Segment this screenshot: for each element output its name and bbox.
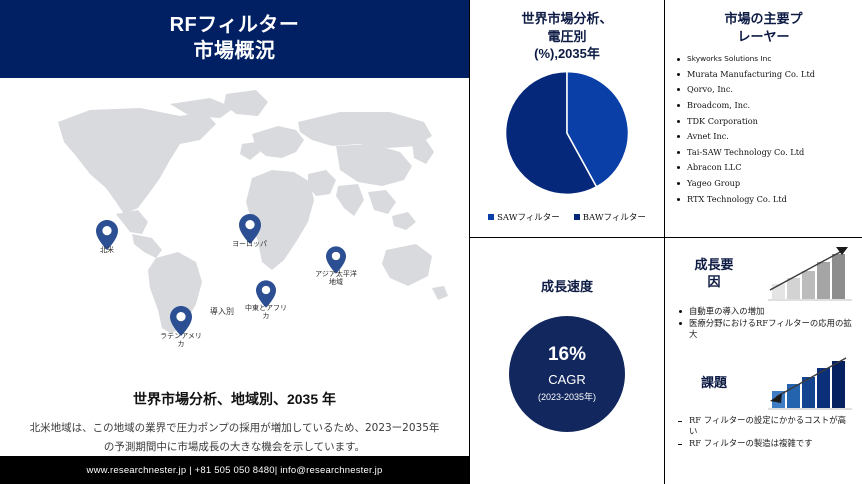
cagr-period: (2023-2035年) <box>537 392 597 403</box>
list-item: TDK Corporation <box>677 116 852 125</box>
panel-growth-rate: 成長速度 16% CAGR (2023-2035年) <box>470 238 665 484</box>
growth-panel-title-line1: 成長要 <box>694 257 734 273</box>
map-pin-middle-east-africa[interactable]: 中東とアフリカ <box>245 280 287 321</box>
footer-bar: www.researchnester.jp | +81 505 050 8480… <box>0 456 469 484</box>
regional-analysis-body: 北米地域は、この地域の業界で圧力ポンプの採用が増加しているため、2023ー203… <box>29 422 440 453</box>
list-item: RF フィルターの設定にかかるコストが高い <box>678 415 854 437</box>
page-title-line1: RFフィルター <box>169 14 300 37</box>
pie-chart-wrap <box>478 69 656 197</box>
map-overlay-label: 導入別 <box>210 307 234 316</box>
list-item: Avnet Inc. <box>677 132 852 140</box>
map-pin-label-north-america: 北米 <box>100 246 114 254</box>
list-item: RF フィルターの製造は複雑です <box>678 438 854 449</box>
cagr-circle: 16% CAGR (2023-2035年) <box>509 315 625 432</box>
pie-legend-label-saw: SAWフィルター <box>497 212 560 223</box>
list-item: Abracon LLC <box>677 163 852 172</box>
pie-legend-item-baw: BAWフィルター <box>573 211 646 223</box>
panel-key-players: 市場の主要プ レーヤー Skyworks Solutions Inc Murat… <box>665 0 862 238</box>
map-pin-latin-america[interactable]: ラテンアメリカ <box>160 306 202 349</box>
growth-panel-title: 成長要 因 <box>673 257 755 291</box>
pie-panel-title-line2: 電圧別 <box>547 28 587 44</box>
footer-contact-text: www.researchnester.jp | +81 505 050 8480… <box>86 464 383 476</box>
pie-legend-item-saw: SAWフィルター <box>488 211 560 223</box>
players-panel-title-line1: 市場の主要プ <box>724 11 803 26</box>
growth-factors-list: 自動車の導入の増加 医療分野におけるRFフィルターの応用の拡大 <box>673 306 854 340</box>
right-panel-grid: 世界市場分析、 電圧別 (%),2035年 SAWフィルター BAWフィルター <box>470 0 862 484</box>
challenges-head: 課題 <box>673 355 854 411</box>
list-item: 自動車の導入の増加 <box>679 306 854 317</box>
pie-panel-title-line1: 世界市場分析、 <box>521 11 613 26</box>
challenges-list: RF フィルターの設定にかかるコストが高い RF フィルターの製造は複雑です <box>673 415 854 449</box>
map-pin-label-middle-east-africa: 中東とアフリカ <box>245 304 287 320</box>
growth-panel-title-line2: 因 <box>707 274 721 289</box>
list-item: Broadcom, Inc. <box>677 101 852 109</box>
left-column: RFフィルター 市場概況 <box>0 0 470 484</box>
list-item: Yageo Group <box>677 179 852 187</box>
challenge-panel-title: 課題 <box>700 374 727 390</box>
pie-legend: SAWフィルター BAWフィルター <box>478 211 656 223</box>
cagr-value: 16% <box>547 344 587 366</box>
location-pin-icon <box>170 306 192 336</box>
world-map-area: 北米 ヨーロッパ アジア太平洋地域 <box>0 78 469 390</box>
cagr-circle-wrap: 16% CAGR (2023-2035年) <box>478 315 656 432</box>
pie-panel-title: 世界市場分析、 電圧別 (%),2035年 <box>478 10 656 63</box>
list-item: Tai-SAW Technology Co. Ltd <box>677 148 852 156</box>
map-pin-label-asia-pacific: アジア太平洋地域 <box>315 270 357 286</box>
pie-panel-title-line3: (%),2035年 <box>534 46 600 62</box>
panel-divider-space <box>673 341 854 353</box>
list-item: 医療分野におけるRFフィルターの応用の拡大 <box>679 318 854 340</box>
challenge-bar-chart-icon <box>768 357 852 410</box>
panel-drivers-and-challenges: 成長要 因 自動車の導入の増加 医療分野におけるRFフィルターの応用の拡大 <box>665 238 862 484</box>
pie-legend-label-baw: BAWフィルター <box>582 212 646 223</box>
location-pin-icon <box>96 220 118 250</box>
list-item: Skyworks Solutions Inc <box>677 55 852 63</box>
location-pin-icon <box>256 280 276 308</box>
pie-slice-saw <box>566 70 630 188</box>
pie-legend-swatch-baw <box>573 214 580 221</box>
header-banner: RFフィルター 市場概況 <box>0 0 469 78</box>
growth-factors-head: 成長要 因 <box>673 246 854 302</box>
world-map-graphic <box>58 90 448 334</box>
map-pin-label-europe: ヨーロッパ <box>232 240 267 248</box>
regional-analysis-caption: 世界市場分析、地域別、2035 年 <box>132 391 337 408</box>
list-item: Murata Manufacturing Co. Ltd <box>677 70 852 78</box>
location-pin-icon <box>238 214 261 244</box>
map-pin-asia-pacific[interactable]: アジア太平洋地域 <box>315 246 357 287</box>
map-pin-europe[interactable]: ヨーロッパ <box>232 214 267 249</box>
pie-slice-baw <box>504 70 598 195</box>
cagr-panel-title: 成長速度 <box>540 279 593 294</box>
list-item: Qorvo, Inc. <box>677 85 852 94</box>
panel-market-share-pie: 世界市場分析、 電圧別 (%),2035年 SAWフィルター BAWフィルター <box>470 0 665 238</box>
pie-legend-swatch-saw <box>488 214 495 221</box>
location-pin-icon <box>326 246 346 274</box>
growth-bar-chart-icon <box>768 247 852 301</box>
players-panel-title-line2: レーヤー <box>737 28 790 44</box>
pie-chart <box>504 70 630 195</box>
players-panel-title: 市場の主要プ レーヤー <box>673 10 854 45</box>
list-item: RTX Technology Co. Ltd <box>677 194 852 203</box>
map-pin-label-latin-america: ラテンアメリカ <box>160 332 202 348</box>
page-title-line2: 市場概況 <box>193 40 276 62</box>
key-players-list: Skyworks Solutions Inc Murata Manufactur… <box>673 55 854 203</box>
cagr-label: CAGR <box>548 372 586 388</box>
map-pin-north-america[interactable]: 北米 <box>96 220 118 255</box>
